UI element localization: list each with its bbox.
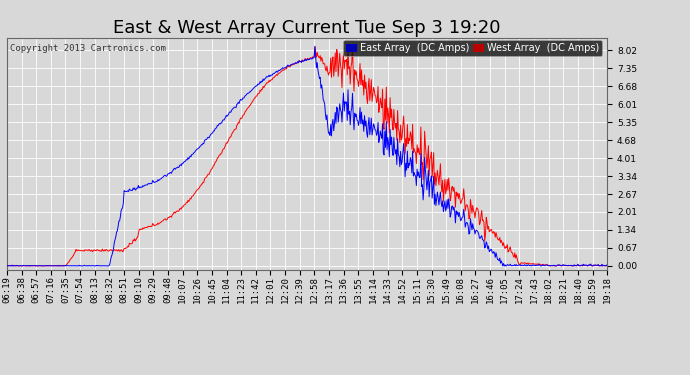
- Title: East & West Array Current Tue Sep 3 19:20: East & West Array Current Tue Sep 3 19:2…: [113, 20, 501, 38]
- Text: Copyright 2013 Cartronics.com: Copyright 2013 Cartronics.com: [10, 45, 166, 54]
- Legend: East Array  (DC Amps), West Array  (DC Amps): East Array (DC Amps), West Array (DC Amp…: [343, 40, 602, 56]
